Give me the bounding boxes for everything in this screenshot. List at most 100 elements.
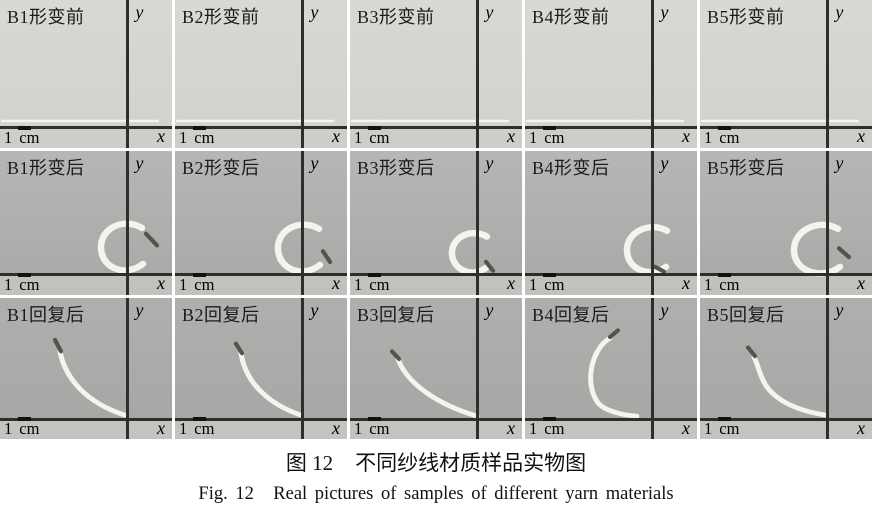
yarn-sample-photo [745, 345, 829, 418]
photo-bottom-strip [700, 420, 872, 439]
scale-unit-wrap: cm [543, 273, 565, 295]
figure-title-zh: 不同纱线材质样品实物图 [355, 451, 587, 475]
yarn-dark-tip [836, 246, 852, 260]
y-axis-line [826, 298, 829, 439]
sample-photo-b5-before: B5形变前 y x 1 cm [700, 0, 872, 148]
x-axis-label: x [332, 273, 340, 294]
x-axis-line [0, 125, 172, 129]
cell-label: B2回复后 [182, 305, 260, 325]
figure-number-zh: 图 12 [285, 451, 334, 475]
photo-bottom-strip [175, 128, 347, 148]
yarn-dark-tip [233, 341, 245, 356]
y-axis-label: y [310, 153, 319, 173]
scale-unit-wrap: cm [718, 273, 739, 295]
yarn-shape [751, 354, 829, 418]
cell-label: B4形变前 [532, 7, 610, 27]
scale-unit-wrap: cm [18, 417, 39, 439]
x-axis-line [0, 273, 172, 277]
photo-bottom-strip [350, 420, 522, 439]
sample-photo-b2-before: B2形变前 y x 1 cm [175, 0, 347, 148]
x-axis-label: x [157, 125, 165, 146]
x-axis-line [350, 417, 522, 421]
y-axis-label: y [835, 300, 844, 320]
y-axis-label: y [310, 300, 319, 320]
scale-label: 1 cm [179, 126, 214, 148]
yarn-sample-photo [52, 337, 128, 418]
photo-bottom-strip [700, 128, 872, 148]
sample-photo-b1-before: B1形变前 y x 1 cm [0, 0, 172, 148]
x-axis-line [525, 417, 697, 421]
photo-bottom-strip [0, 420, 172, 439]
cell-label: B2形变后 [182, 158, 260, 178]
yarn-dark-tip [52, 337, 64, 354]
yarn-sample-photo [389, 349, 480, 419]
scale-label: 1 cm [354, 273, 389, 295]
scale-number: 1 [354, 419, 363, 438]
y-axis-label: y [660, 300, 669, 320]
sample-photo-b2-recovered: B2回复后 y x 1 cm [175, 298, 347, 439]
photo-bottom-strip [350, 276, 522, 295]
scale-number: 1 [704, 275, 713, 294]
scale-bar [193, 126, 207, 130]
sample-photo-b4-recovered: B4回复后 y x 1 cm [525, 298, 697, 439]
yarn-sample-photo [0, 119, 160, 123]
yarn-sample-photo [790, 221, 852, 277]
scale-number: 1 [4, 419, 13, 438]
y-axis-label: y [660, 2, 669, 22]
yarn-shape [790, 221, 844, 277]
scale-unit: cm [19, 275, 40, 294]
scale-bar [368, 417, 382, 421]
figure-caption-en: Fig. 12 Real pictures of samples of diffe… [0, 482, 872, 507]
photo-bottom-strip [525, 128, 697, 148]
y-axis-label: y [485, 153, 494, 173]
photo-bottom-strip [175, 420, 347, 439]
yarn-sample-photo [588, 328, 640, 419]
y-axis-label: y [660, 153, 669, 173]
y-axis-line [126, 298, 129, 439]
cell-label: B1形变前 [7, 7, 85, 27]
y-axis-label: y [310, 2, 319, 22]
scale-unit: cm [194, 419, 215, 438]
x-axis-line [0, 417, 172, 421]
y-axis-label: y [485, 2, 494, 22]
yarn-sample-photo [525, 119, 685, 123]
y-axis-label: y [135, 153, 144, 173]
scale-bar [193, 417, 207, 421]
scale-unit-wrap: cm [18, 126, 39, 148]
scale-bar [718, 273, 732, 277]
x-axis-line [700, 273, 872, 277]
y-axis-label: y [835, 2, 844, 22]
figure-title-en: Real pictures of samples of different ya… [273, 484, 674, 504]
scale-number: 1 [354, 128, 363, 147]
y-axis-line [651, 151, 654, 295]
x-axis-label: x [682, 125, 690, 146]
cell-label: B1回复后 [7, 305, 85, 325]
x-axis-label: x [682, 417, 690, 438]
sample-photo-b1-after: B1形变后 y x 1 cm [0, 151, 172, 295]
yarn-shape [623, 224, 671, 276]
yarn-shape [97, 220, 147, 274]
figure-number-en: Fig. 12 [198, 484, 254, 504]
scale-unit-wrap: cm [368, 273, 389, 295]
scale-bar [543, 417, 557, 421]
scale-label: 1 cm [529, 126, 564, 148]
scale-unit-wrap: cm [18, 273, 40, 295]
scale-label: 1 cm [4, 126, 39, 148]
figure-caption-zh: 图 12 不同纱线材质样品实物图 [0, 449, 872, 477]
scale-unit: cm [544, 419, 565, 438]
y-axis-label: y [135, 2, 144, 22]
y-axis-line [476, 298, 479, 439]
x-axis-line [175, 125, 347, 129]
cell-label: B3回复后 [357, 305, 435, 325]
yarn-sample-photo [233, 341, 304, 418]
scale-unit-wrap: cm [718, 126, 739, 148]
scale-unit-wrap: cm [368, 126, 389, 148]
scale-unit: cm [369, 419, 390, 438]
yarn-shape [57, 348, 128, 418]
scale-label: 1 cm [179, 417, 215, 439]
x-axis-line [350, 125, 522, 129]
yarn-sample-photo [448, 230, 496, 276]
y-axis-line [126, 0, 129, 148]
cell-label: B5形变前 [707, 7, 785, 27]
scale-unit: cm [544, 275, 565, 294]
